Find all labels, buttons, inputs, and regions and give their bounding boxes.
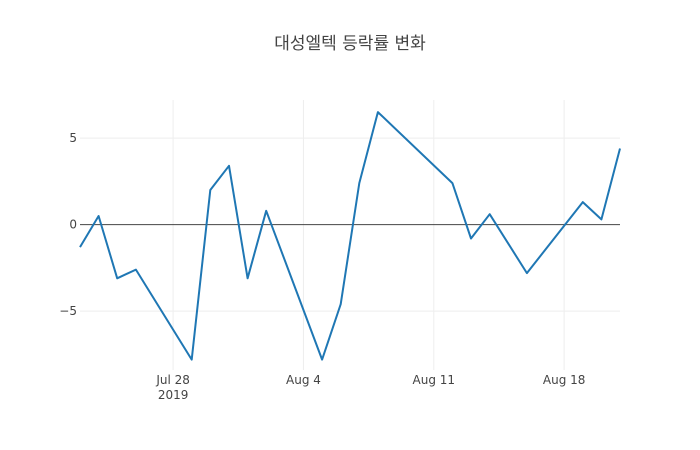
y-tick-label: 5 [69,131,77,145]
y-tick-label: 0 [69,218,77,232]
y-tick-label: −5 [59,304,77,318]
grid-lines [80,100,620,370]
y-axis: 5 0 −5 [59,131,77,318]
x-tick-label: Aug 18 [543,373,586,387]
x-tick-sublabel: 2019 [158,388,189,402]
x-tick-label: Jul 28 [155,373,190,387]
x-tick-label: Aug 4 [286,373,321,387]
series-layer [79,111,621,361]
x-tick-label: Aug 11 [413,373,456,387]
chart-title: 대성엘텍 등락률 변화 [274,34,426,54]
series-line [79,111,621,361]
